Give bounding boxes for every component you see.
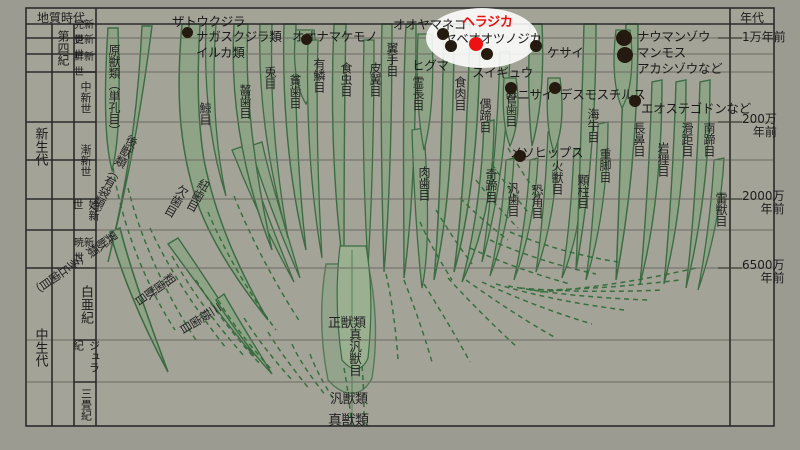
species-label-ooyamaneko: オオヤマネコ <box>393 17 466 32</box>
species-label-irukarui: イルカ類 <box>196 45 245 60</box>
period-jurassic: ジュラ紀 <box>71 340 101 373</box>
species-label-zatoukujira: ザトウクジラ <box>172 14 246 29</box>
species-label-manmosu: マンモス <box>637 45 686 60</box>
species-label-naumanzou: ナウマンゾウ <box>637 29 711 44</box>
fossil-node <box>514 150 526 162</box>
order-label-shokunikumoku: 食肉目 <box>453 76 467 111</box>
order-label-ganrimoku: 岩狸目 <box>656 142 670 177</box>
fossil-node <box>445 40 457 52</box>
order-label-guuteimoku: 偶蹄目 <box>478 98 492 133</box>
order-label-geimoku: 鯨目 <box>198 102 212 125</box>
order-label-hiyokumoku: 皮翼目 <box>368 62 382 97</box>
fossil-node <box>629 95 641 107</box>
clade-label-seijurui: 正獣類 <box>328 316 366 331</box>
order-label-reichoumoku: 霊長目 <box>411 76 425 111</box>
fossil-node <box>301 34 312 45</box>
species-label-suigyuu: スイギュウ <box>472 65 534 80</box>
epoch-oligocene: 漸新世 <box>79 144 92 177</box>
time-grid <box>26 37 774 383</box>
order-label-shokuchuumoku: 食虫目 <box>339 62 353 97</box>
order-label-kyoukakumoku: 恐角目 <box>530 184 544 219</box>
era-cenozoic: 新生代 <box>32 126 48 166</box>
species-label-higuma: ヒグマ <box>412 58 449 73</box>
fossil-node <box>530 40 542 52</box>
epoch-pliocene: 鮮新世 <box>74 52 94 78</box>
order-label-gesshimoku: 齧歯目 <box>238 84 252 119</box>
fossil-node <box>617 47 633 63</box>
order-label-karyuumoku: 顆柱目 <box>576 174 590 209</box>
species-label-mesohippusu: メソヒップス <box>510 145 584 160</box>
period-cretaceous: 白亜紀 <box>78 284 93 324</box>
fossil-node <box>481 48 493 60</box>
dashed-lineage-lines <box>112 147 697 426</box>
species-label-kesai: ケサイ <box>547 45 584 60</box>
age-marker-2m-line1: 200万 <box>742 112 777 126</box>
species-label-yabeootsunojika: ヤベオオツノジカ <box>444 31 542 46</box>
order-label-kaigyuumoku: 海牛目 <box>586 108 600 143</box>
age-marker-2m: 200万 年前 <box>742 113 777 138</box>
epoch-miocene: 中新世 <box>79 80 92 114</box>
order-label-kiteimoku: 奇蹄目 <box>484 168 498 203</box>
order-label-choubimoku: 長鼻目 <box>632 122 646 157</box>
clade-label-shinhanjuumoku: 真汎獣目 <box>347 328 362 376</box>
order-label-genjurui: 原獣類（単孔目） <box>107 44 121 136</box>
order-label-raijuumoku: 雷獣目 <box>714 192 728 227</box>
age-marker-20m: 2000万 年前 <box>742 190 785 215</box>
highlight-label-herajika: ヘラジカ <box>462 15 513 30</box>
fossil-node <box>616 30 632 46</box>
species-label-oonamakemono: オオナマケモノ <box>292 29 378 44</box>
order-label-nikushimoku: 肉歯目 <box>417 166 431 201</box>
fossil-node <box>182 27 193 38</box>
order-label-hanshimoku: 汎歯目 <box>506 182 520 217</box>
age-marker-20m-line1: 2000万 <box>742 189 785 203</box>
table-frame <box>25 7 775 427</box>
clade-label-shinjuurui: 真獣類 <box>328 413 369 429</box>
highlight-ellipse <box>426 8 538 68</box>
order-label-usagimoku: 兎目 <box>263 66 277 89</box>
period-triassic: 三畳紀 <box>79 387 93 421</box>
order-label-kajuumoku: 火獣目 <box>550 160 564 195</box>
highlighted-fossil-node <box>469 37 483 51</box>
age-marker-10k: 1万年前 <box>742 30 786 44</box>
species-label-desumosuchirusu: デスモスチルス <box>560 87 646 102</box>
order-label-kakkyomoku: 滑距目 <box>680 122 694 157</box>
header-geologic-era: 地質時代 <box>36 11 85 25</box>
order-label-juukyakumoku: 重脚目 <box>598 148 612 183</box>
era-mesozoic: 中生代 <box>32 327 48 367</box>
order-label-nanteimoku: 南蹄目 <box>702 122 716 157</box>
fossil-node <box>437 28 449 40</box>
order-label-kanshimoku: 管歯目 <box>504 92 518 127</box>
age-marker-20m-line2: 年前 <box>760 201 785 216</box>
species-label-nagasukujira: ナガスクジラ類 <box>196 29 282 44</box>
age-ticks <box>718 37 742 269</box>
age-marker-65m: 6500万 年前 <box>742 259 785 284</box>
order-label-hinshimoku: 貧歯目 <box>288 74 302 109</box>
epoch-paleocene: 暁新世 <box>74 238 94 264</box>
age-marker-65m-line1: 6500万 <box>742 258 785 272</box>
species-label-akashizou: アカシゾウなど <box>637 61 723 76</box>
fossil-node <box>549 82 561 94</box>
order-label-yuurinmoku: 有鱗目 <box>312 58 326 93</box>
species-label-eosutegodon: エオステゴドンなど <box>641 101 751 116</box>
header-age: 年代 <box>739 11 764 25</box>
species-label-kanisai: カニサイ <box>505 87 554 102</box>
clade-label-hanjuurui: 汎獣類 <box>330 392 368 407</box>
age-marker-2m-line2: 年前 <box>752 124 777 139</box>
period-quaternary: 第四紀 <box>56 30 70 66</box>
fossil-node <box>505 82 517 94</box>
age-marker-65m-line2: 年前 <box>760 270 785 285</box>
order-label-yokushumoku: 翼手目 <box>385 42 399 77</box>
